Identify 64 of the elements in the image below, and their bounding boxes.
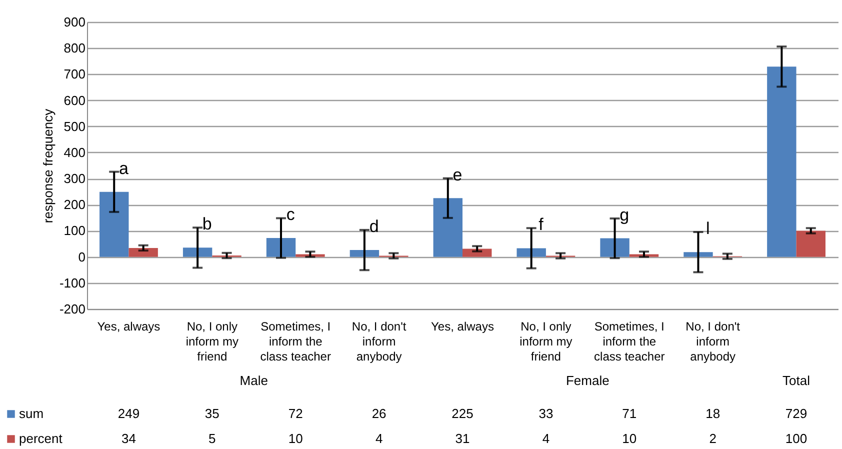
bar: [462, 248, 492, 257]
y-tick-label: 200: [64, 197, 86, 212]
x-tick-label: No, I only inform my friend: [520, 320, 572, 364]
data-label: 26: [372, 406, 386, 421]
text: Female: [566, 373, 610, 388]
data-label: 5: [208, 431, 216, 446]
y-tick-label: 900: [64, 14, 86, 30]
bar: [796, 230, 826, 257]
text: Total: [782, 373, 810, 388]
annotation: c: [286, 205, 296, 224]
bar: [600, 238, 630, 257]
bar: [516, 248, 546, 257]
data-label: 72: [288, 406, 303, 421]
legend-label: percent: [19, 431, 63, 446]
annotation: b: [202, 214, 212, 234]
data-label: 729: [785, 406, 808, 421]
data-label: 2: [709, 431, 716, 446]
data-label: 31: [455, 431, 470, 446]
data-label: 35: [204, 406, 220, 421]
y-tick-label: -100: [59, 275, 86, 290]
annotation: g: [620, 205, 630, 224]
data-label: 10: [622, 431, 637, 446]
y-tick-label: 400: [64, 144, 86, 160]
data-label: 18: [706, 406, 720, 421]
annotation: l: [706, 219, 710, 238]
x-tick-label: No, I only inform my friend: [186, 320, 239, 364]
data-label: 4: [375, 431, 383, 446]
data-label: 4: [542, 431, 550, 446]
x-tick-label: Sometimes, I inform the class teacher: [260, 320, 331, 364]
data-label: 10: [288, 431, 303, 446]
y-tick-label: 600: [64, 92, 86, 108]
bar: [767, 66, 796, 257]
data-label: 249: [118, 406, 140, 421]
data-label: 225: [452, 406, 474, 421]
y-tick-label: 0: [78, 249, 86, 264]
y-axis-title: response frequency: [40, 108, 56, 224]
y-tick-label: -200: [59, 302, 86, 316]
annotation: e: [452, 165, 462, 184]
bar: [684, 252, 713, 257]
x-tick-label: No, I don't inform anybody: [686, 320, 741, 364]
data-label: 100: [785, 431, 808, 446]
y-tick-label: 500: [64, 118, 86, 134]
text: Male: [240, 373, 268, 388]
bar: [350, 250, 380, 257]
data-label: 71: [622, 406, 637, 421]
bar: [128, 248, 158, 257]
bar: [433, 198, 462, 257]
annotation: f: [538, 215, 544, 234]
x-tick-label: No, I don't inform anybody: [352, 320, 407, 364]
bar: [182, 248, 212, 257]
x-tick-label: Yes, always: [97, 320, 160, 334]
bar: [266, 238, 296, 257]
y-tick-label: 100: [64, 223, 86, 238]
annotation: d: [369, 216, 379, 236]
bar: [100, 192, 129, 257]
legend-label: sum: [19, 406, 44, 421]
y-tick-label: 700: [64, 66, 86, 82]
x-tick-label: Yes, always: [431, 320, 494, 334]
data-label: 33: [538, 406, 554, 421]
y-tick-label: 300: [64, 171, 86, 186]
y-tick-label: 800: [64, 40, 86, 56]
data-label: 34: [121, 431, 136, 446]
annotation: a: [118, 158, 129, 178]
x-tick-label: Sometimes, I inform the class teacher: [594, 320, 665, 364]
